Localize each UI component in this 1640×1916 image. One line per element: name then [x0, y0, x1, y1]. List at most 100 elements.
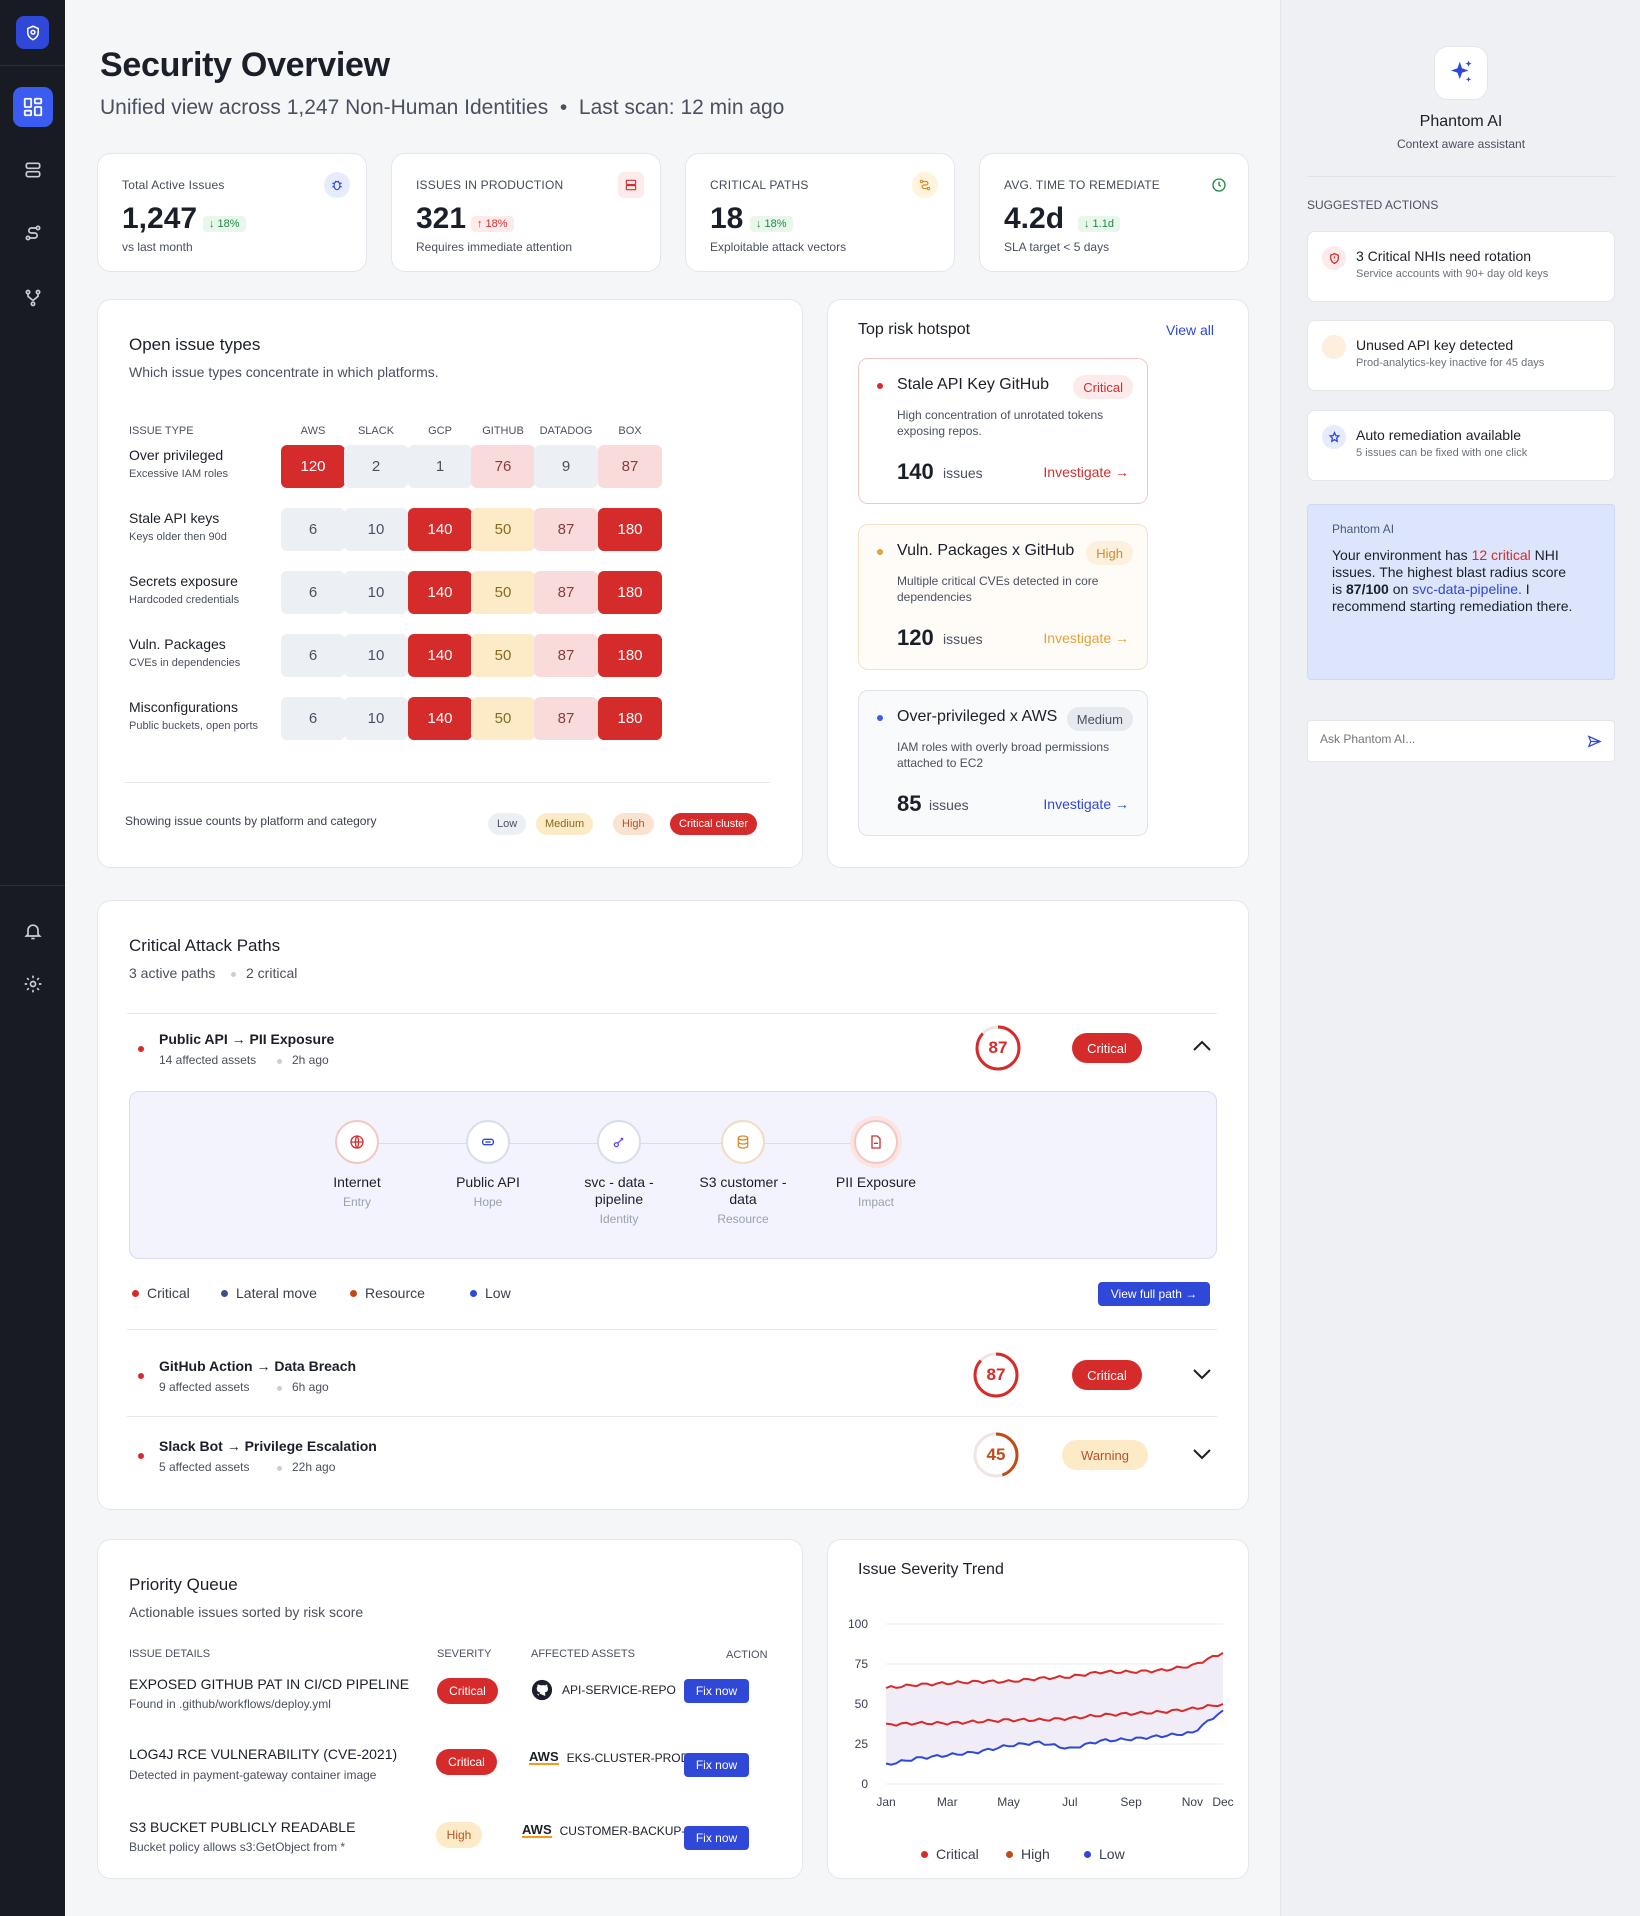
chevron-up-icon[interactable] — [1192, 1039, 1212, 1058]
heatmap-cell[interactable]: 6 — [281, 508, 345, 551]
suggested-action[interactable]: Unused API key detected Prod-analytics-k… — [1307, 320, 1615, 391]
score-ring-icon — [973, 1352, 1019, 1398]
bell-icon[interactable] — [13, 911, 53, 951]
active-paths-count: 3 active paths — [129, 965, 216, 981]
heatmap-cell[interactable]: 180 — [598, 508, 662, 551]
heatmap-cell[interactable]: 87 — [598, 445, 662, 488]
heatmap-cell[interactable]: 6 — [281, 697, 345, 740]
heatmap-cell[interactable]: 1 — [408, 445, 472, 488]
node-name: PII Exposure — [835, 1174, 917, 1190]
suggested-action[interactable]: Auto remediation available 5 issues can … — [1307, 410, 1615, 481]
affected-asset: API-SERVICE-REPO — [531, 1679, 676, 1701]
y-tick-label: 25 — [855, 1737, 869, 1751]
chevron-down-icon[interactable] — [1192, 1447, 1212, 1466]
aws-icon: aws — [522, 1822, 552, 1838]
fix-now-button[interactable]: Fix now — [684, 1826, 749, 1850]
divider — [124, 782, 770, 783]
heatmap-cell[interactable]: 50 — [471, 508, 535, 551]
critical-paths-count: 2 critical — [246, 965, 298, 981]
flow-node[interactable]: S3 customer - data Resource — [683, 1120, 803, 1226]
chevron-down-icon[interactable] — [1192, 1367, 1212, 1386]
hotspot-title: Stale API Key GitHub — [897, 376, 1050, 393]
clock-icon — [1206, 172, 1232, 198]
path-name: Slack Bot → Privilege Escalation — [159, 1438, 377, 1454]
shield-logo-icon[interactable] — [16, 16, 49, 49]
fix-now-button[interactable]: Fix now — [684, 1753, 749, 1777]
heatmap-cell[interactable]: 76 — [471, 445, 535, 488]
heatmap-cell[interactable]: 6 — [281, 634, 345, 677]
investigate-link[interactable]: Investigate → — [1043, 464, 1129, 480]
severity-trend-card: Issue Severity Trend 0 25 50 75 100 Jan Mar May… — [827, 1539, 1249, 1879]
heatmap-cell[interactable]: 50 — [471, 634, 535, 677]
suggested-action[interactable]: 3 Critical NHIs need rotation Service ac… — [1307, 231, 1615, 302]
platform-header: GITHUB — [482, 425, 524, 437]
flow-node[interactable]: Internet Entry — [297, 1120, 417, 1209]
flow-node[interactable]: PII Exposure Impact — [816, 1120, 936, 1209]
heatmap-cell[interactable]: 9 — [534, 445, 598, 488]
graph-icon[interactable] — [13, 278, 53, 318]
heatmap-cell[interactable]: 10 — [344, 508, 408, 551]
sidebar-divider — [0, 65, 65, 66]
path-time: 22h ago — [292, 1460, 336, 1474]
severity-badge: Medium — [1066, 707, 1133, 731]
separator-dot — [231, 972, 236, 977]
investigate-link[interactable]: Investigate → — [1043, 796, 1129, 812]
heatmap-cell[interactable]: 140 — [408, 634, 472, 677]
heatmap-cell[interactable]: 2 — [344, 445, 408, 488]
heatmap-cell[interactable]: 50 — [471, 571, 535, 614]
routes-icon[interactable] — [13, 213, 53, 253]
hotspot-item[interactable]: Over-privileged x AWS Medium IAM roles w… — [858, 690, 1148, 836]
node-role: Entry — [342, 1195, 371, 1209]
issue-desc: Found in .github/workflows/deploy.yml — [129, 1697, 331, 1711]
heatmap-cell[interactable]: 140 — [408, 697, 472, 740]
sparkle-icon — [1434, 46, 1488, 100]
heatmap-cell[interactable]: 6 — [281, 571, 345, 614]
dashboard-icon[interactable] — [13, 87, 53, 127]
issue-type-name: Secrets exposure — [129, 573, 238, 589]
fix-now-button[interactable]: Fix now — [684, 1679, 749, 1703]
footer-note: Showing issue counts by platform and cat… — [125, 814, 377, 828]
heatmap-cell[interactable]: 87 — [534, 697, 598, 740]
heatmap-cell[interactable]: 10 — [344, 697, 408, 740]
investigate-link[interactable]: Investigate → — [1043, 630, 1129, 646]
message-link[interactable]: svc-data-pipeline. — [1412, 581, 1522, 597]
severity-dot — [138, 1046, 144, 1052]
flow-node[interactable]: Public API Hope — [428, 1120, 548, 1209]
heatmap-cell[interactable]: 10 — [344, 634, 408, 677]
gear-icon[interactable] — [13, 964, 53, 1004]
view-full-path-button[interactable]: View full path → — [1098, 1282, 1210, 1306]
chart-title: Issue Severity Trend — [858, 1561, 1004, 1578]
heatmap-cell[interactable]: 180 — [598, 571, 662, 614]
view-all-link[interactable]: View all — [1166, 322, 1214, 338]
severity-badge: Critical — [436, 1749, 497, 1775]
heatmap-cell[interactable]: 140 — [408, 571, 472, 614]
card-title: Open issue types — [129, 335, 261, 354]
chat-input[interactable] — [1320, 732, 1570, 746]
heatmap-cell[interactable]: 180 — [598, 634, 662, 677]
series-line-critical — [885, 1651, 1224, 1689]
ask-assistant-input[interactable] — [1307, 720, 1615, 762]
legend-critical: Critical — [132, 1285, 190, 1301]
heatmap-cell[interactable]: 10 — [344, 571, 408, 614]
issue-count-label: issues — [943, 631, 983, 647]
database-icon[interactable] — [13, 150, 53, 190]
heatmap-cell[interactable]: 87 — [534, 634, 598, 677]
severity-dot — [877, 549, 883, 555]
legend-critical: Critical — [921, 1846, 979, 1862]
heatmap-cell[interactable]: 120 — [281, 445, 345, 488]
flow-node[interactable]: svc - data - pipeline Identity — [559, 1120, 679, 1226]
hotspot-item[interactable]: Stale API Key GitHub Critical High conce… — [858, 358, 1148, 504]
severity-dot — [877, 715, 883, 721]
y-tick-label: 0 — [861, 1777, 868, 1791]
heatmap-cell[interactable]: 50 — [471, 697, 535, 740]
heatmap-cell[interactable]: 87 — [534, 571, 598, 614]
issue-type-desc: CVEs in dependencies — [129, 657, 241, 669]
action-title: Unused API key detected — [1356, 337, 1514, 353]
heatmap-cell[interactable]: 180 — [598, 697, 662, 740]
heatmap-cell[interactable]: 87 — [534, 508, 598, 551]
send-icon[interactable] — [1587, 734, 1602, 754]
assistant-message: Phantom AI Your environment has 12 criti… — [1307, 504, 1615, 680]
hotspot-item[interactable]: Vuln. Packages x GitHub High Multiple cr… — [858, 524, 1148, 670]
severity-badge: Critical — [1073, 375, 1133, 399]
heatmap-cell[interactable]: 140 — [408, 508, 472, 551]
